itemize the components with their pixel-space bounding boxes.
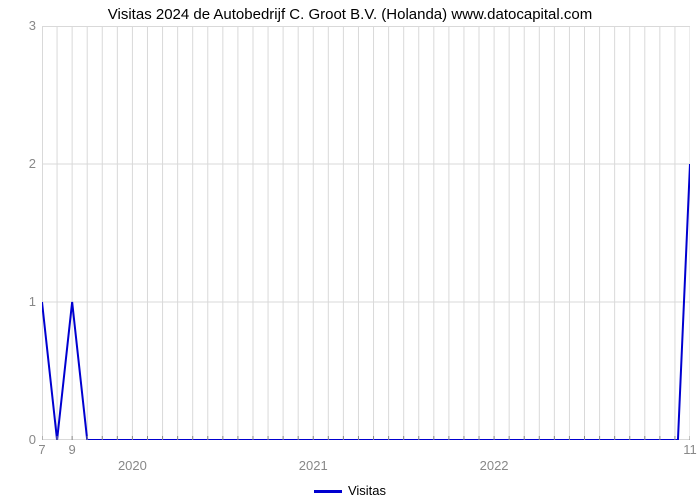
x-tick-label: 2020 [102,458,162,473]
legend-label: Visitas [348,483,386,498]
chart-title: Visitas 2024 de Autobedrijf C. Groot B.V… [0,6,700,23]
plot-area [42,26,690,440]
chart-container: Visitas 2024 de Autobedrijf C. Groot B.V… [0,0,700,500]
legend-swatch [314,490,342,493]
x-tick-label: 2022 [464,458,524,473]
x-sublabel: 7 [30,442,54,457]
x-tick-label: 2021 [283,458,343,473]
legend: Visitas [0,483,700,498]
chart-svg [42,26,690,440]
y-tick-label: 2 [6,156,36,171]
y-tick-label: 1 [6,294,36,309]
x-sublabel: 9 [60,442,84,457]
y-tick-label: 3 [6,18,36,33]
x-sublabel: 11 [678,442,700,457]
